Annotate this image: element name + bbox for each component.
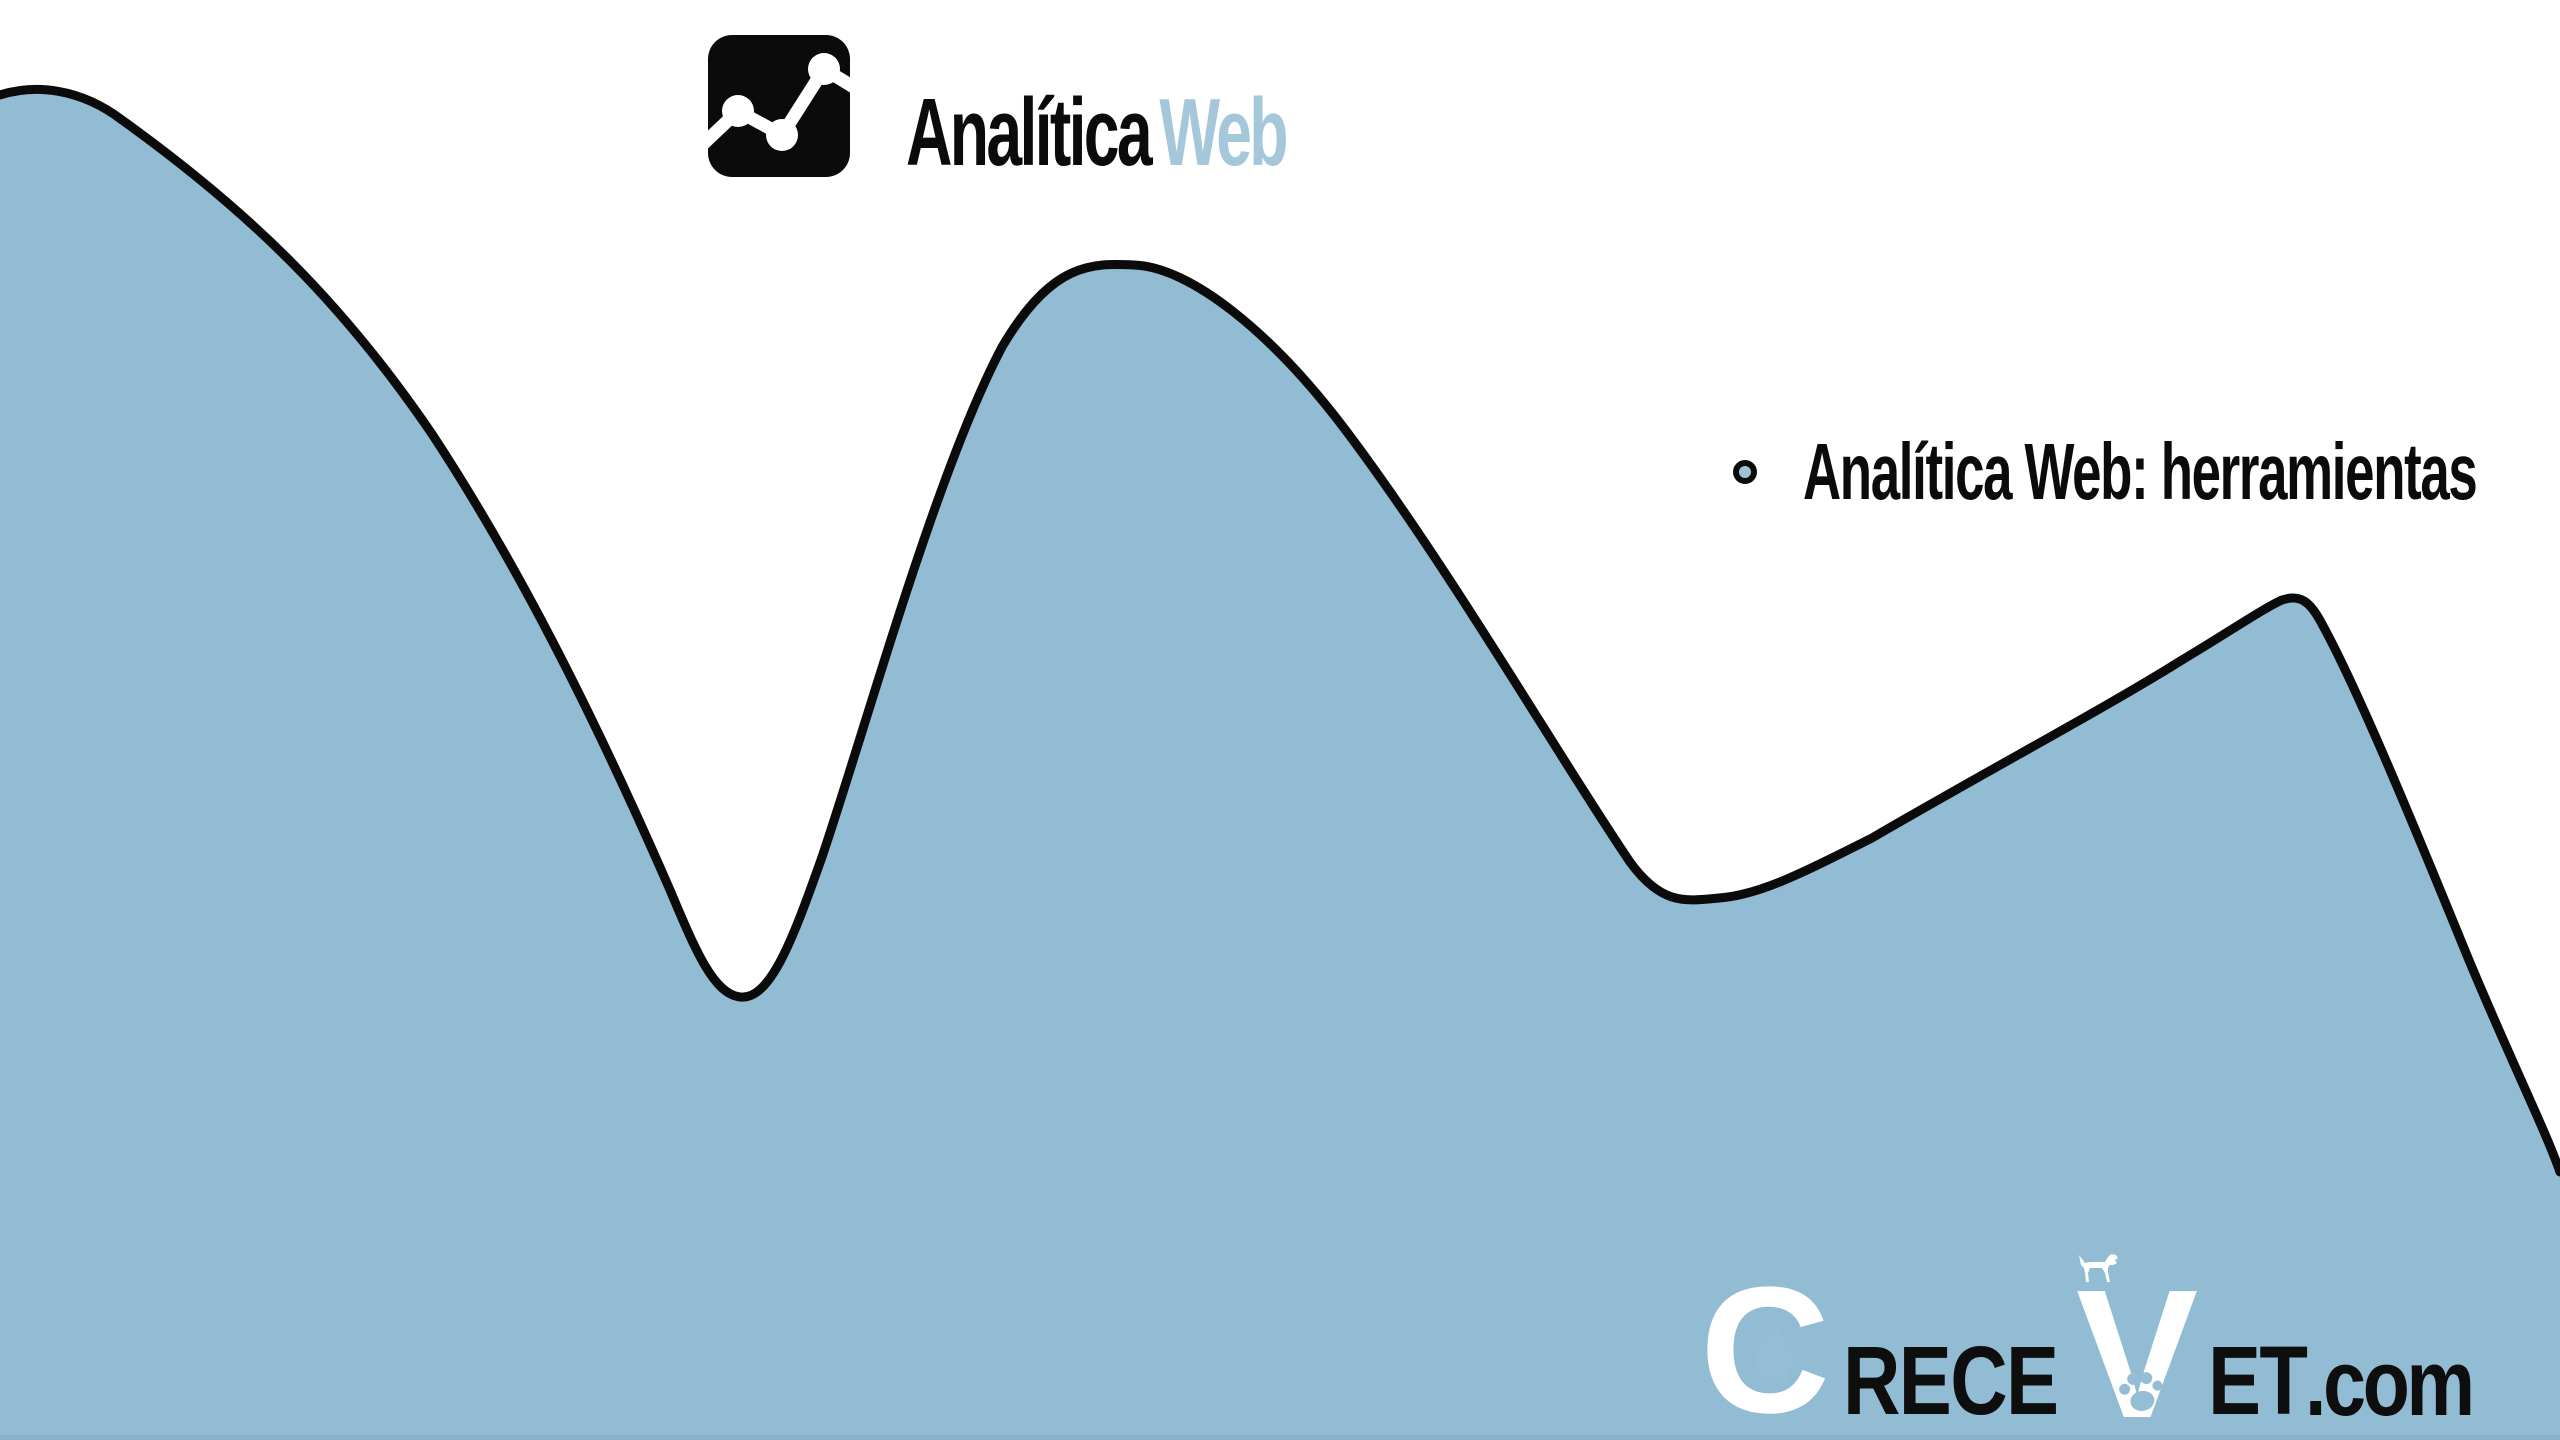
bottom-edge-strip — [0, 1435, 2560, 1440]
paw-print-icon — [2119, 1372, 2163, 1411]
watermark-letter-v: V — [2076, 1251, 2199, 1440]
watermark-et: ET — [2208, 1326, 2308, 1435]
logo-title-part2: Web — [1159, 79, 1288, 186]
area-chart-fill — [0, 89, 2560, 1440]
legend-circle-marker — [1733, 460, 1757, 484]
watermark-rece: RECE — [1843, 1326, 2059, 1435]
logo-title-part1: Analítica — [906, 79, 1153, 186]
analytics-chart-icon — [708, 35, 850, 177]
chart-legend: Analítica Web: herramientas — [1733, 432, 2560, 512]
dog-sitting-icon — [1755, 1328, 1795, 1382]
legend-label: Analítica Web: herramientas — [1803, 427, 2478, 516]
watermark-dotcom: .com — [2305, 1330, 2475, 1435]
area-chart-curve — [0, 84, 2560, 1177]
logo-title: AnalíticaWeb — [906, 85, 1289, 181]
dog-standing-icon — [2079, 1254, 2118, 1282]
